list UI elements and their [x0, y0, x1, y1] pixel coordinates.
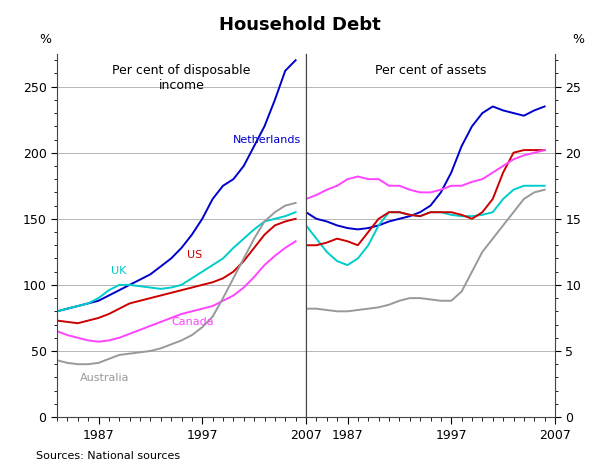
Text: %: %	[572, 34, 584, 46]
Text: Netherlands: Netherlands	[233, 136, 302, 145]
Text: Per cent of assets: Per cent of assets	[375, 64, 486, 77]
Text: Sources: National sources: Sources: National sources	[36, 452, 180, 461]
Text: %: %	[40, 34, 52, 46]
Text: Per cent of disposable
income: Per cent of disposable income	[112, 64, 251, 92]
Text: Australia: Australia	[80, 373, 130, 384]
Text: Canada: Canada	[171, 316, 214, 327]
Text: US: US	[187, 250, 202, 260]
Text: UK: UK	[111, 267, 127, 276]
Text: Household Debt: Household Debt	[219, 16, 381, 34]
